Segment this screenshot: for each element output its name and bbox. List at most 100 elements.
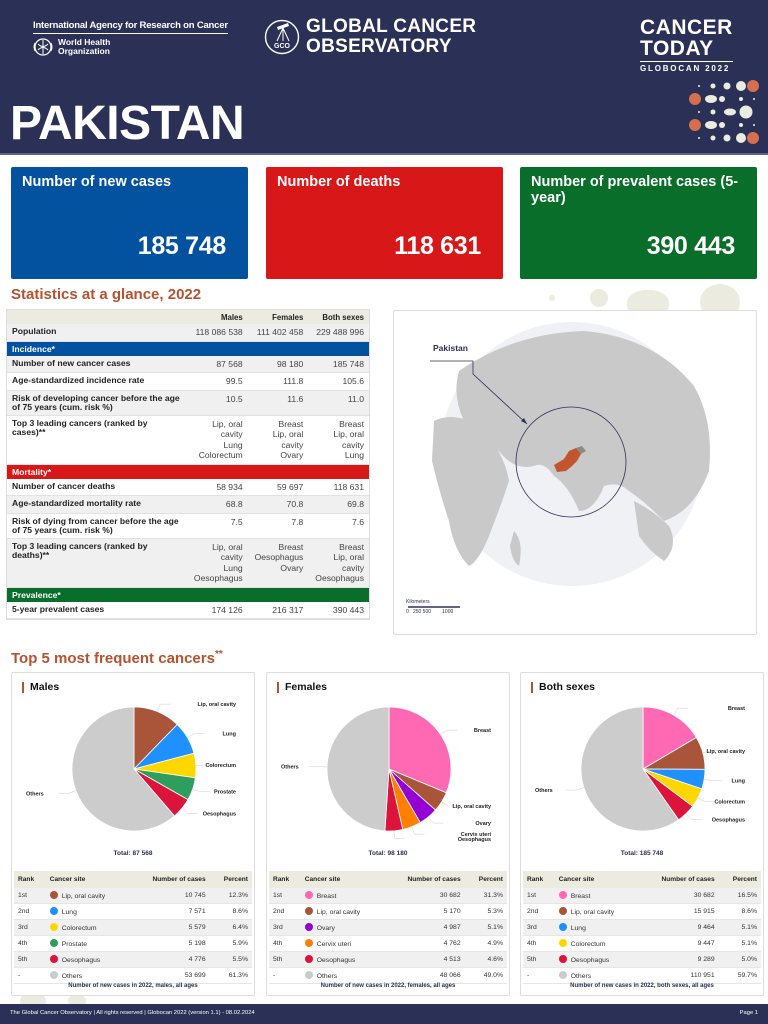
percent: 16.5% (718, 888, 761, 904)
rank: - (269, 967, 301, 984)
pie-slice (326, 706, 390, 832)
panel-title: Males (22, 681, 59, 693)
kpi-value: 390 443 (646, 232, 736, 260)
rank: - (523, 967, 555, 984)
decorative-blob (549, 295, 555, 301)
legend-dot-icon (558, 955, 567, 963)
ct-line-1: CANCER (640, 16, 733, 39)
rank: 2nd (14, 903, 46, 920)
table-row: 2nd Lung 7 571 8.6% (14, 903, 252, 920)
cases-table: Rank Cancer site Number of cases Percent 1st… (523, 871, 761, 984)
percent: 5.9% (209, 935, 252, 952)
legend-dot-icon (304, 923, 313, 931)
rank: 4th (523, 935, 555, 952)
row-label: Top 3 leading cancers (ranked by deaths)… (7, 538, 187, 588)
cancer-site: Oesophagus (554, 951, 639, 968)
slice-label: Lip, oral cavity (452, 804, 491, 810)
rank: 3rd (269, 919, 301, 936)
pie-total: Total: 98 180 (368, 850, 408, 857)
kpi-prevalent: Number of prevalent cases (5-year) 390 4… (520, 167, 757, 279)
value-females: 216 317 (247, 601, 309, 619)
row-population: Population 118 086 538 111 402 458 229 4… (7, 324, 369, 342)
header-divider (0, 153, 768, 155)
title-accent (531, 681, 533, 693)
row-deaths: Number of cancer deaths 58 934 59 697 11… (7, 478, 369, 496)
row-prevalent-cases: 5-year prevalent cases 174 126 216 317 3… (7, 601, 369, 619)
decorative-blob (590, 289, 608, 307)
row-label: Risk of developing cancer before the age… (7, 390, 187, 416)
location-map: Pakistan Kilometers 0 250 500 1000 (393, 310, 757, 635)
slice-label: Lung (732, 779, 745, 785)
col-header-both: Both sexes (308, 310, 369, 324)
percent: 4.6% (464, 951, 507, 968)
cancer-site: Oesophagus (45, 951, 130, 968)
cancer-site: Colorectum (554, 935, 639, 952)
value-males: Lip, oral cavity Lung Colorectum (187, 415, 248, 465)
legend-dot-icon (304, 939, 313, 947)
cancer-site: Colorectum (45, 919, 130, 936)
rank: 4th (14, 935, 46, 952)
col-cases: Number of cases (129, 871, 210, 888)
rank: 5th (14, 951, 46, 968)
page-footer: The Global Cancer Observatory | All righ… (0, 1004, 768, 1024)
col-header-blank (7, 310, 187, 324)
percent: 5.3% (464, 903, 507, 920)
panel-males: Males Lip, oral cavity Lung Colorectum Pros… (11, 672, 255, 996)
slice-label: Oesophagus (712, 817, 745, 823)
value-males: 68.8 (187, 495, 248, 514)
who-line-2: Organization (58, 46, 110, 56)
row-label: Number of cancer deaths (7, 478, 187, 496)
top5-title-text: Top 5 most frequent cancers (11, 650, 215, 667)
gco-title: GLOBAL CANCER OBSERVATORY (306, 17, 476, 57)
decorative-dots-icon (689, 80, 759, 144)
gco-logo: GCO GLOBAL CANCER OBSERVATORY (264, 17, 476, 57)
kpi-deaths: Number of deaths 118 631 (266, 167, 503, 279)
value-males: 174 126 (187, 601, 248, 619)
who-name: World Health Organization (58, 38, 110, 56)
table-row: - Others 53 699 61.3% (14, 967, 252, 984)
table-row: 1st Lip, oral cavity 10 745 12.3% (14, 888, 252, 904)
panel-title-text: Both sexes (539, 681, 596, 693)
case-count: 5 198 (129, 935, 210, 952)
col-percent: Percent (718, 871, 761, 888)
rank: 1st (269, 888, 301, 904)
section-label: Incidence* (7, 341, 369, 356)
slice-label: Ovary (475, 821, 492, 827)
scale-title: Kilometers (406, 599, 430, 605)
table-row: 4th Prostate 5 198 5.9% (14, 935, 252, 952)
legend-dot-icon (304, 971, 313, 979)
value-both: 11.0 (308, 390, 369, 416)
kpi-label: Number of new cases (22, 174, 172, 190)
row-top3-mortality: Top 3 leading cancers (ranked by deaths)… (7, 538, 369, 588)
value-males: 87 568 (187, 355, 248, 373)
cases-table: Rank Cancer site Number of cases Percent 1st… (14, 871, 252, 984)
legend-dot-icon (304, 891, 313, 899)
table-row: 5th Oesophagus 4 513 4.6% (269, 951, 507, 968)
percent: 59.7% (718, 967, 761, 984)
value-both: 185 748 (308, 355, 369, 373)
slice-label: Lip, oral cavity (706, 749, 745, 755)
percent: 6.4% (209, 919, 252, 936)
legend-dot-icon (558, 939, 567, 947)
percent: 8.6% (209, 903, 252, 920)
row-label: Number of new cancer cases (7, 355, 187, 373)
table-row: 3rd Lung 9 464 5.1% (523, 919, 761, 936)
row-label: Top 3 leading cancers (ranked by cases)*… (7, 415, 187, 465)
title-accent (22, 681, 24, 693)
value-females: 111.8 (247, 372, 309, 391)
rank: 5th (523, 951, 555, 968)
pie-slice (71, 706, 176, 832)
cancer-site: Lip, oral cavity (45, 888, 130, 904)
case-count: 9 464 (638, 919, 719, 936)
value-both: 7.6 (308, 513, 369, 539)
col-site: Cancer site (554, 871, 639, 888)
panel-title-text: Females (285, 681, 328, 693)
table-row: 1st Breast 30 682 31.3% (269, 888, 507, 904)
case-count: 110 951 (638, 967, 719, 984)
kpi-value: 118 631 (394, 232, 481, 260)
section-label: Prevalence* (7, 587, 369, 602)
case-count: 4 513 (384, 951, 465, 968)
table-row: 4th Colorectum 9 447 5.1% (523, 935, 761, 952)
globocan-label: GLOBOCAN 2022 (640, 61, 733, 73)
